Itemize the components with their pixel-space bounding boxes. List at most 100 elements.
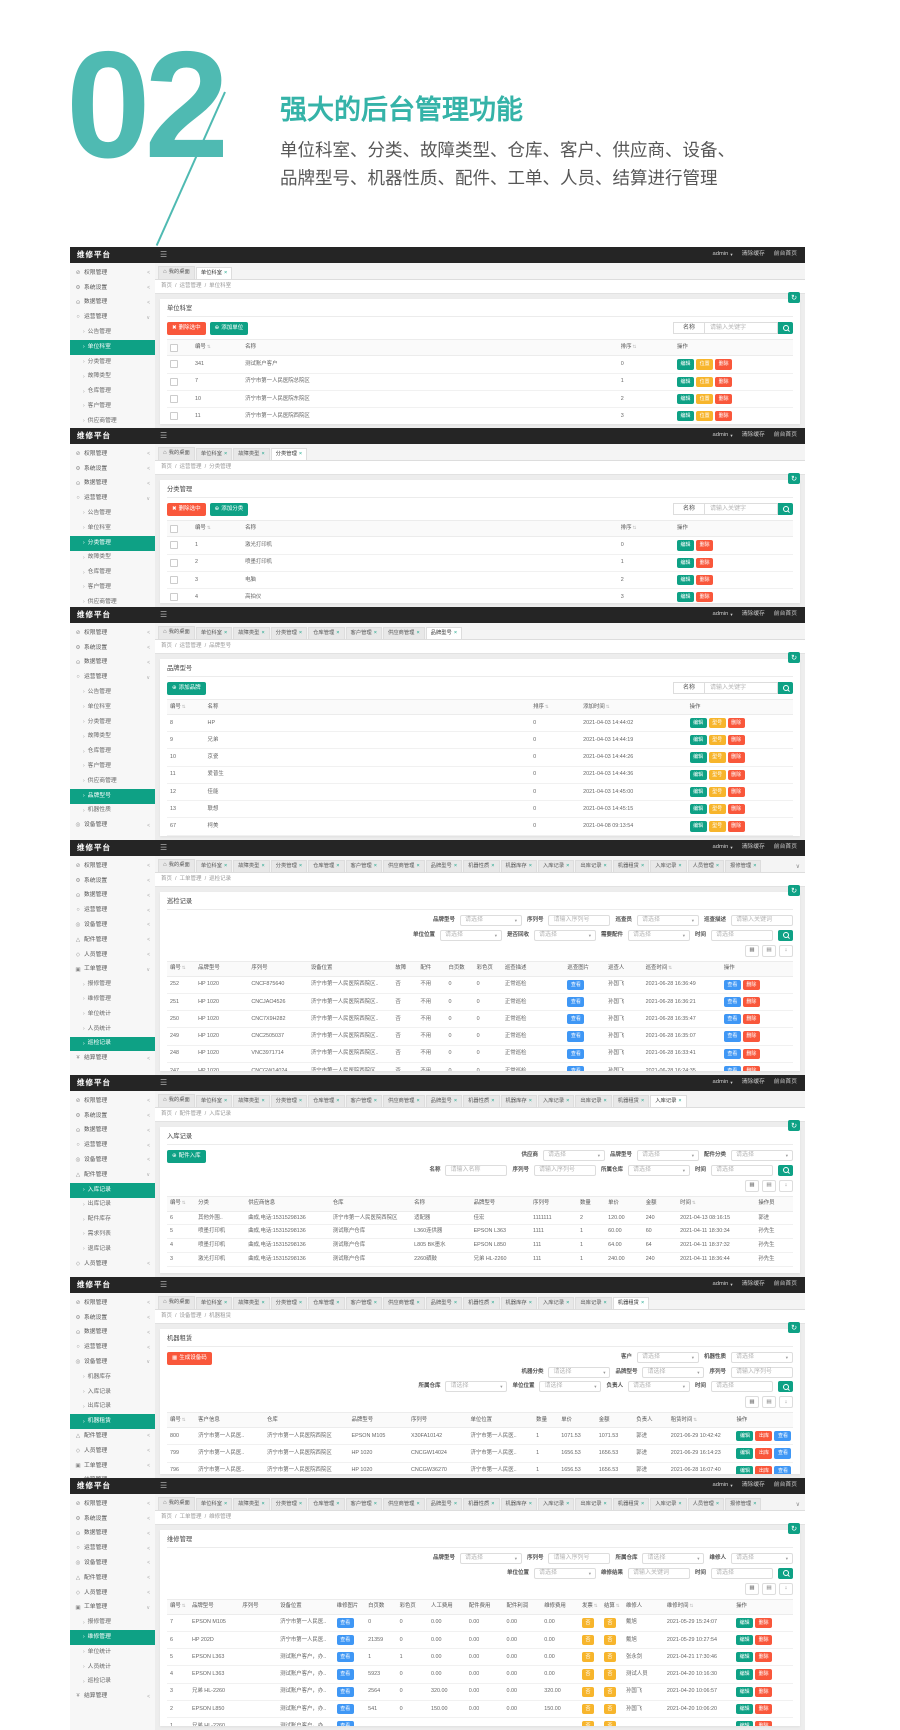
sidebar-item[interactable]: ◇人员管理< (70, 948, 155, 963)
checkbox[interactable] (170, 378, 178, 386)
tab[interactable]: 机器库存× (501, 860, 537, 872)
filter-input[interactable]: 请输入序列号 (731, 1367, 793, 1378)
close-icon[interactable]: × (416, 1501, 419, 1508)
sidebar-item[interactable]: ›巡检记录 (70, 1675, 155, 1690)
sidebar-item[interactable]: ›出库记录 (70, 1198, 155, 1213)
tab[interactable]: 客户管理× (346, 1498, 382, 1510)
user-menu[interactable]: admin▾ (713, 251, 733, 258)
header-link[interactable]: 清除缓存 (742, 432, 765, 439)
sidebar-item[interactable]: ›供应商管理 (70, 414, 155, 428)
sidebar-item[interactable]: ›人员统计 (70, 1022, 155, 1037)
row-action-button[interactable]: 出库 (755, 1431, 772, 1441)
row-action-button[interactable]: 删除 (743, 1066, 760, 1071)
hamburger-icon[interactable]: ☰ (160, 250, 167, 260)
cell-button[interactable]: 查看 (337, 1669, 354, 1679)
close-icon[interactable]: × (529, 863, 532, 870)
tab[interactable]: 入库记录× (650, 1095, 686, 1107)
close-icon[interactable]: × (604, 1501, 607, 1508)
filter-select[interactable]: 请选择▾ (637, 1352, 699, 1363)
refresh-button[interactable]: ↻ (788, 885, 800, 896)
sidebar-item[interactable]: ⊙数据管理< (70, 656, 155, 671)
sidebar-item[interactable]: ◎设备管理∨ (70, 1355, 155, 1370)
sidebar-item[interactable]: ◎设备管理< (70, 1556, 155, 1571)
sidebar-item[interactable]: ○运营管理< (70, 1541, 155, 1556)
close-icon[interactable]: × (566, 1098, 569, 1105)
close-icon[interactable]: × (299, 451, 302, 458)
filter-input[interactable]: 请输入名称 (445, 1165, 507, 1176)
row-action-button[interactable]: 删除 (755, 1669, 772, 1679)
sidebar-item[interactable]: ◎设备管理< (70, 918, 155, 933)
row-action-button[interactable]: 编辑 (690, 770, 707, 780)
sidebar-item[interactable]: ›仓库管理 (70, 565, 155, 580)
filter-select[interactable]: 请选择▾ (534, 1568, 596, 1579)
row-action-button[interactable]: 出库 (755, 1448, 772, 1458)
sort-icon[interactable]: ⇅ (182, 1603, 186, 1608)
row-action-button[interactable]: 编辑 (690, 752, 707, 762)
header-link[interactable]: 前台首页 (774, 844, 797, 851)
sort-icon[interactable]: ⇅ (594, 1603, 598, 1608)
close-icon[interactable]: × (336, 1098, 339, 1105)
breadcrumb-item[interactable]: 运营管理 (180, 643, 202, 650)
sort-icon[interactable]: ⇅ (182, 1200, 186, 1205)
close-icon[interactable]: × (454, 630, 457, 637)
row-action-button[interactable]: 编辑 (736, 1635, 753, 1645)
close-icon[interactable]: × (416, 1098, 419, 1105)
close-icon[interactable]: × (224, 1300, 227, 1307)
row-action-button[interactable]: 删除 (696, 575, 713, 585)
row-action-button[interactable]: 删除 (696, 540, 713, 550)
close-icon[interactable]: × (374, 1300, 377, 1307)
search-button[interactable] (778, 1165, 793, 1176)
close-icon[interactable]: × (716, 1501, 719, 1508)
tab[interactable]: 供应商管理× (383, 1095, 425, 1107)
filter-select[interactable]: 请选择▾ (642, 1367, 704, 1378)
columns-icon[interactable]: ▦ (745, 945, 759, 957)
checkbox[interactable] (170, 576, 178, 584)
cell-button[interactable]: 否 (582, 1669, 594, 1679)
sidebar-item[interactable]: ¥结算管理< (70, 1689, 155, 1704)
checkbox[interactable] (170, 395, 178, 403)
cell-button[interactable]: 查看 (337, 1704, 354, 1714)
close-icon[interactable]: × (336, 1300, 339, 1307)
tab[interactable]: 供应商管理× (383, 627, 425, 639)
checkbox[interactable] (170, 412, 178, 420)
close-icon[interactable]: × (678, 863, 681, 870)
hamburger-icon[interactable]: ☰ (160, 610, 167, 620)
row-action-button[interactable]: 编辑 (736, 1618, 753, 1628)
breadcrumb-item[interactable]: 运营管理 (180, 464, 202, 471)
refresh-button[interactable]: ↻ (788, 1120, 800, 1131)
row-action-button[interactable]: 删除 (743, 1049, 760, 1059)
sidebar-item[interactable]: ›供应商管理 (70, 774, 155, 789)
close-icon[interactable]: × (716, 863, 719, 870)
tab[interactable]: 报修管理× (725, 1498, 761, 1510)
sidebar-item[interactable]: ›故障类型 (70, 551, 155, 566)
column-header[interactable]: 编号⇅ (167, 961, 195, 976)
filter-select[interactable]: 请选择▾ (628, 1381, 690, 1392)
close-icon[interactable]: × (454, 1501, 457, 1508)
sidebar-item[interactable]: ›故障类型 (70, 730, 155, 745)
filter-input[interactable]: 请输入关键词 (731, 915, 793, 926)
tab[interactable]: 故障类型× (233, 1297, 269, 1309)
sidebar-item[interactable]: ›单位统计 (70, 1007, 155, 1022)
sidebar-item[interactable]: ›客户管理 (70, 580, 155, 595)
sidebar-item[interactable]: ⊘权限管理< (70, 1094, 155, 1109)
row-action-button[interactable]: 删除 (715, 359, 732, 369)
sidebar-item[interactable]: ◎设备管理< (70, 818, 155, 833)
close-icon[interactable]: × (454, 863, 457, 870)
sidebar-item[interactable]: ›机器租赁 (70, 1414, 155, 1429)
close-icon[interactable]: × (261, 451, 264, 458)
row-action-button[interactable]: 型号 (709, 787, 726, 797)
search-button[interactable] (778, 503, 793, 515)
close-icon[interactable]: × (566, 1300, 569, 1307)
tab[interactable]: 出库记录× (575, 1498, 611, 1510)
row-action-button[interactable]: 编辑 (677, 575, 694, 585)
sidebar-item[interactable]: ⚙系统设置< (70, 874, 155, 889)
hamburger-icon[interactable]: ☰ (160, 843, 167, 853)
sidebar-item[interactable]: ⊙数据管理< (70, 1124, 155, 1139)
close-icon[interactable]: × (416, 630, 419, 637)
sidebar-item[interactable]: ›需求列表 (70, 1227, 155, 1242)
row-action-button[interactable]: 删除 (728, 770, 745, 780)
breadcrumb-item[interactable]: 首页 (161, 283, 172, 290)
sidebar-item[interactable]: ⚙系统设置< (70, 1311, 155, 1326)
filter-select[interactable]: 请选择▾ (642, 1553, 704, 1564)
columns-icon[interactable]: ▦ (745, 1396, 759, 1408)
